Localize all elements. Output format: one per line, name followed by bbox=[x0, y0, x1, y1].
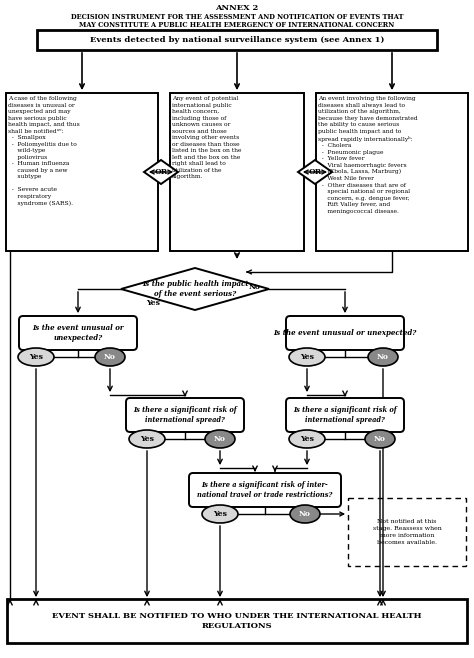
Bar bbox=[170, 93, 304, 251]
Text: DECISION INSTRUMENT FOR THE ASSESSMENT AND NOTIFICATION OF EVENTS THAT: DECISION INSTRUMENT FOR THE ASSESSMENT A… bbox=[71, 13, 403, 21]
Text: Yes: Yes bbox=[140, 435, 154, 443]
Text: OR: OR bbox=[155, 168, 168, 176]
Text: An event involving the following
diseases shall always lead to
utilization of th: An event involving the following disease… bbox=[318, 96, 418, 214]
Text: Is the event unusual or unexpected?: Is the event unusual or unexpected? bbox=[273, 329, 417, 337]
Ellipse shape bbox=[18, 348, 54, 366]
Polygon shape bbox=[121, 268, 269, 310]
Ellipse shape bbox=[368, 348, 398, 366]
Ellipse shape bbox=[289, 348, 325, 366]
Ellipse shape bbox=[202, 505, 238, 523]
Text: No: No bbox=[249, 283, 261, 291]
Ellipse shape bbox=[289, 430, 325, 448]
Text: No: No bbox=[377, 353, 389, 361]
Text: Yes: Yes bbox=[146, 299, 160, 307]
Polygon shape bbox=[144, 160, 178, 184]
Text: A case of the following
diseases is unusual or
unexpected and may
have serious p: A case of the following diseases is unus… bbox=[8, 96, 80, 206]
Bar bbox=[6, 93, 158, 251]
Ellipse shape bbox=[365, 430, 395, 448]
Text: Is there a significant risk of inter-
national travel or trade restrictions?: Is there a significant risk of inter- na… bbox=[197, 481, 333, 499]
Text: Yes: Yes bbox=[300, 435, 314, 443]
Text: EVENT SHALL BE NOTIFIED TO WHO UNDER THE INTERNATIONAL HEALTH
REGULATIONS: EVENT SHALL BE NOTIFIED TO WHO UNDER THE… bbox=[52, 612, 422, 630]
Text: Yes: Yes bbox=[29, 353, 43, 361]
Text: Yes: Yes bbox=[213, 510, 227, 518]
Text: Yes: Yes bbox=[300, 353, 314, 361]
Bar bbox=[37, 30, 437, 50]
Text: No: No bbox=[214, 435, 226, 443]
Ellipse shape bbox=[95, 348, 125, 366]
Text: OR: OR bbox=[309, 168, 321, 176]
Text: Is the public health impact
of the event serious?: Is the public health impact of the event… bbox=[142, 280, 248, 298]
Text: MAY CONSTITUTE A PUBLIC HEALTH EMERGENCY OF INTERNATIONAL CONCERN: MAY CONSTITUTE A PUBLIC HEALTH EMERGENCY… bbox=[79, 21, 395, 29]
Ellipse shape bbox=[205, 430, 235, 448]
Ellipse shape bbox=[129, 430, 165, 448]
FancyBboxPatch shape bbox=[19, 316, 137, 350]
Bar bbox=[316, 93, 468, 251]
Text: Events detected by national surveillance system (see Annex 1): Events detected by national surveillance… bbox=[90, 36, 384, 44]
Bar bbox=[348, 498, 466, 566]
Text: No: No bbox=[374, 435, 386, 443]
Text: Any event of potential
international public
health concern,
including those of
u: Any event of potential international pub… bbox=[172, 96, 241, 179]
Text: No: No bbox=[299, 510, 311, 518]
Text: Is the event unusual or
unexpected?: Is the event unusual or unexpected? bbox=[32, 324, 124, 342]
Text: Is there a significant risk of
international spread?: Is there a significant risk of internati… bbox=[293, 406, 397, 424]
Polygon shape bbox=[298, 160, 332, 184]
FancyBboxPatch shape bbox=[126, 398, 244, 432]
Text: Not notified at this
stage. Reassess when
more information
becomes available.: Not notified at this stage. Reassess whe… bbox=[373, 519, 441, 545]
Text: ANNEX 2: ANNEX 2 bbox=[215, 4, 259, 12]
Text: Is there a significant risk of
international spread?: Is there a significant risk of internati… bbox=[133, 406, 237, 424]
FancyBboxPatch shape bbox=[189, 473, 341, 507]
Bar bbox=[7, 599, 467, 643]
FancyBboxPatch shape bbox=[286, 316, 404, 350]
FancyBboxPatch shape bbox=[286, 398, 404, 432]
Ellipse shape bbox=[290, 505, 320, 523]
Text: No: No bbox=[104, 353, 116, 361]
